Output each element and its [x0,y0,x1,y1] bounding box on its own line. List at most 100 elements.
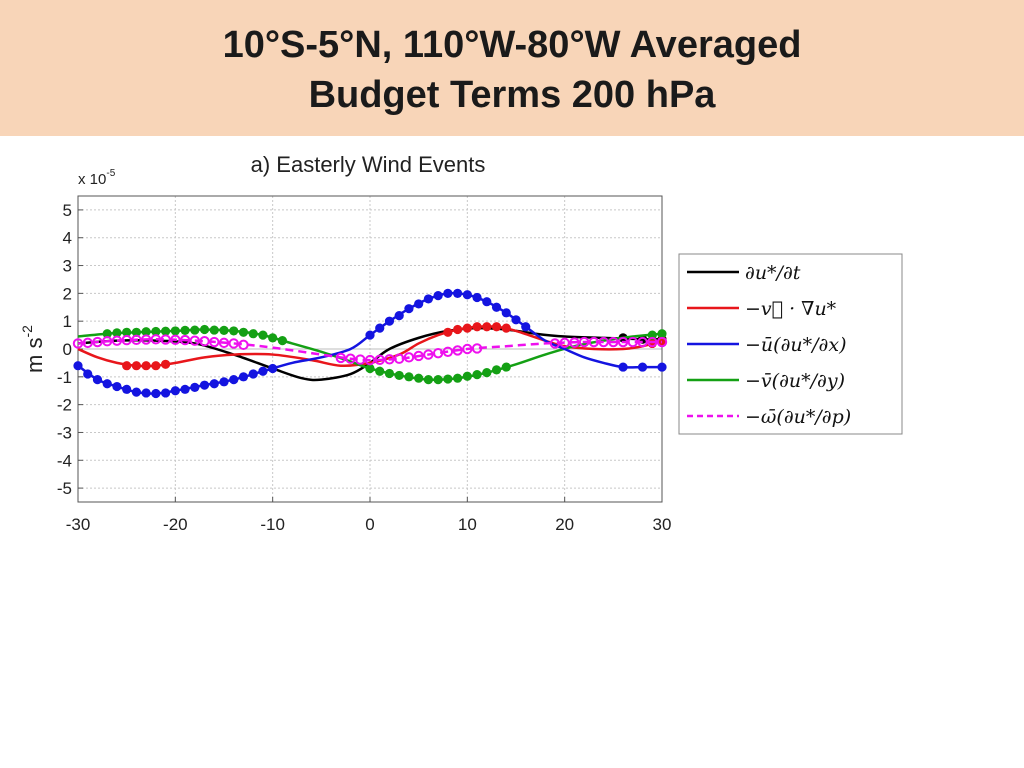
series-3-marker [219,325,229,335]
series-3-marker [482,368,492,378]
slide-title-line-1: 10°S-5°N, 110°W-80°W Averaged [222,24,802,66]
series-4-marker [199,336,210,347]
series-2-marker [122,384,132,394]
series-2-marker [511,315,521,325]
y-axis-label-base: m s [22,338,47,373]
series-1-marker [443,327,453,337]
y-tick-label: 1 [63,312,72,331]
series-1-marker [161,359,171,369]
series-3-marker [365,363,375,374]
y-tick-label: -1 [57,368,72,387]
series-4-marker [345,353,356,364]
series-4-marker [102,336,113,347]
series-2-marker [161,388,171,398]
series-4-marker [160,334,171,345]
series-4-marker [608,336,619,348]
series-2-marker [83,369,93,379]
series-2-marker [443,288,453,298]
series-4-marker [471,343,483,354]
series-4-marker [627,336,638,348]
series-4-marker [394,353,405,364]
series-4-marker [140,334,152,345]
y-tick-label: 4 [63,229,72,248]
series-2-marker [375,323,385,333]
series-3-marker [404,372,414,382]
series-3-marker [141,327,151,337]
series-4-marker [549,338,561,349]
series-2-marker [414,299,424,309]
series-3-marker [102,329,112,339]
series-2-marker [501,308,511,318]
series-4-marker [179,334,191,346]
series-3-marker [209,325,219,335]
series-3-marker [491,365,502,375]
series-4-marker [413,350,424,362]
series-4-marker [189,335,201,346]
series-4-marker [92,336,103,348]
series-1-marker [491,322,502,332]
x-tick-label: -30 [66,515,91,534]
series-1-marker [482,322,492,332]
x-tick-label: 20 [555,515,574,534]
series-4-marker [209,336,220,348]
series-4-marker [647,336,658,348]
legend: ∂u*/∂t −v⃗ · ∇u* −ū(∂u*/∂x) −v̄(∂u*/∂y) −ω̄(… [678,253,903,435]
series-4-marker [423,349,434,360]
series-3-marker [657,329,667,339]
series-3-marker [238,327,249,337]
series-2-marker [151,388,161,399]
series-4-marker [462,343,473,355]
y-tick-label: 0 [63,340,72,359]
series-4-marker [656,336,668,348]
series-4-line [77,338,662,362]
series-3-marker [414,373,424,383]
series-2-marker [491,302,502,312]
series-3-marker [170,326,180,336]
series-4-marker [131,334,142,346]
series-4-marker [218,337,230,349]
series-3-marker [190,325,200,335]
legend-box [678,253,903,435]
series-4-marker [364,354,376,366]
series-3-marker [277,336,287,346]
series-4-marker [559,337,570,349]
series-4-marker [238,339,249,351]
series-3-marker [199,324,210,335]
series-2-marker [102,379,112,389]
series-3-marker [258,330,268,340]
series-2-marker [141,388,151,398]
series-1-marker [122,361,132,371]
series-3-marker [501,362,511,372]
series-4-marker [637,336,648,348]
series-3-marker [462,371,472,381]
series-2-marker [112,381,122,392]
chart: a) Easterly Wind Events x 10-5 -30 -20 -10… [19,152,903,534]
y-tick-label: 3 [63,257,72,276]
series-2-marker [618,362,628,372]
series-2-marker [73,361,83,371]
series-2-marker [404,304,414,314]
series-2-marker [462,290,472,300]
series-2-marker [472,292,482,303]
series-2-marker [248,369,258,379]
series-2-marker [199,380,210,390]
series-2-marker [268,363,278,374]
title-banner [0,0,1024,136]
series-4-marker [617,336,629,348]
series-4-marker [403,352,415,363]
series-2-marker [394,311,404,321]
series-4-marker [72,338,84,349]
series-2-marker [521,322,531,332]
series-3-marker [394,370,404,381]
series-2-marker [219,377,229,387]
series-3-marker [112,328,122,338]
legend-label: ∂u*/∂t [745,262,801,284]
series-3-marker [180,325,190,335]
series-1-marker [141,361,151,371]
y-multiplier-label: x 10-5 [78,168,116,188]
y-axis-label: m s-2 [19,325,47,373]
series-4-marker [111,335,123,346]
series-3-marker [384,368,395,379]
series-2-marker [453,288,463,298]
y-tick-label: -2 [57,396,72,415]
